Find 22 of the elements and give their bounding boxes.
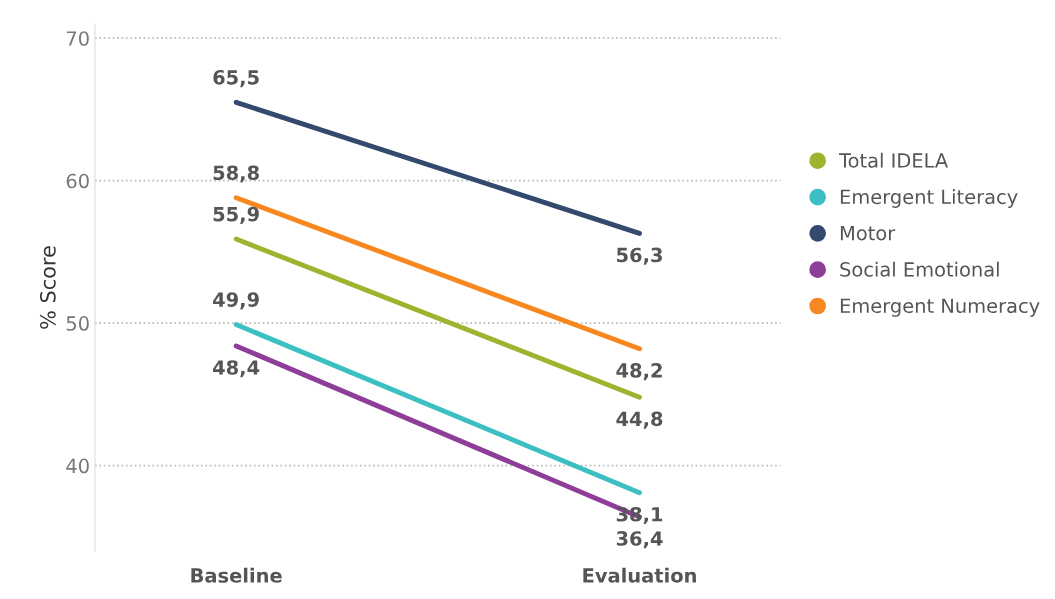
legend-label: Social Emotional — [840, 261, 999, 277]
data-label: 55,9 — [213, 206, 259, 224]
data-label: 56,3 — [617, 247, 662, 265]
y-tick-label: 50 — [66, 316, 89, 331]
data-label: 58,8 — [213, 165, 259, 183]
legend-label: Emergent Literacy — [840, 189, 1018, 208]
y-tick-label: 70 — [66, 31, 89, 46]
data-label: 49,9 — [213, 292, 259, 310]
data-label: 65,5 — [213, 69, 259, 88]
data-label: 38,1 — [616, 506, 663, 525]
y-axis-title: % Score — [40, 246, 56, 329]
legend-label: Motor — [840, 226, 896, 241]
data-label: 36,4 — [616, 531, 663, 549]
y-tick-label: 60 — [66, 173, 89, 189]
x-tick-label: Evaluation — [583, 567, 696, 583]
data-label: 48,4 — [213, 360, 260, 378]
y-tick-label: 40 — [66, 458, 89, 474]
data-label: 44,8 — [616, 411, 663, 429]
legend-label: Total IDELA — [838, 152, 949, 168]
data-label: 48,2 — [616, 363, 662, 381]
x-tick-label: Baseline — [191, 567, 282, 583]
legend-label: Emergent Numeracy — [840, 298, 1040, 317]
